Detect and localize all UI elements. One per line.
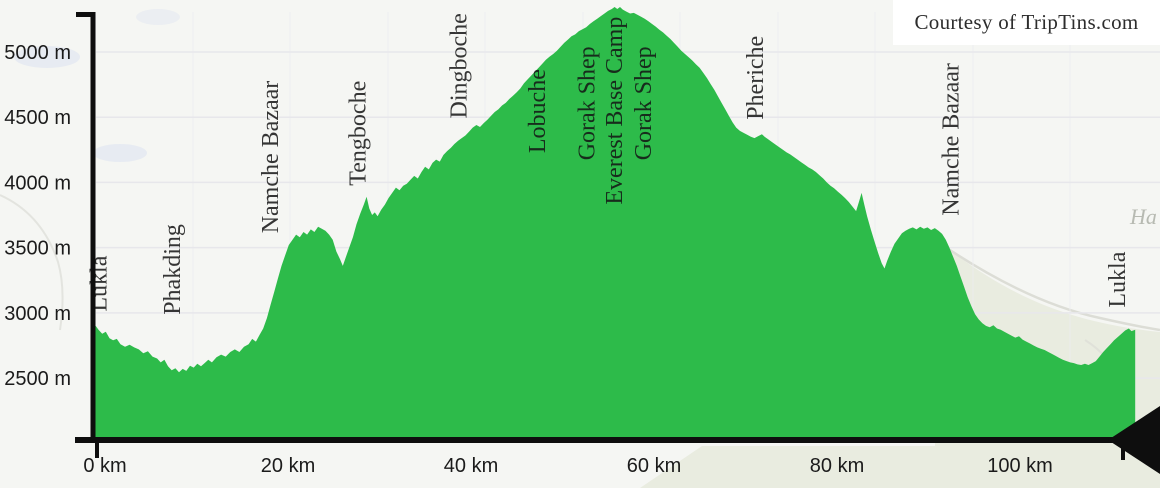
x-tick-label: 40 km bbox=[444, 455, 498, 477]
waypoint-label: Namche Bazaar bbox=[258, 81, 284, 234]
y-tick-label: 3500 m bbox=[4, 238, 71, 260]
waypoint-label: Gorak Shep bbox=[574, 46, 600, 160]
axis-end-arrow-icon bbox=[1108, 406, 1160, 474]
y-tick-label: 3000 m bbox=[4, 303, 71, 325]
watermark-text: Courtesy of TripTins.com bbox=[914, 10, 1139, 34]
waypoint-label: Lobuche bbox=[525, 69, 551, 153]
x-tick-label: 0 km bbox=[83, 455, 126, 477]
map-placename-text: Ha bbox=[1129, 204, 1157, 229]
waypoint-label: Everest Base Camp bbox=[602, 17, 628, 205]
waypoint-label: Namche Bazaar bbox=[939, 63, 965, 216]
x-tick-label: 100 km bbox=[987, 455, 1053, 477]
x-tick-label: 20 km bbox=[261, 455, 315, 477]
waypoint-label: Tengboche bbox=[346, 81, 372, 186]
y-tick-label: 4500 m bbox=[4, 107, 71, 129]
waypoint-label: Pheriche bbox=[743, 36, 769, 120]
elevation-area bbox=[93, 7, 1136, 440]
x-tick-label: 80 km bbox=[810, 455, 864, 477]
map-lake-shape bbox=[93, 144, 147, 162]
map-lake-shape bbox=[136, 9, 180, 25]
map-road-line bbox=[0, 194, 64, 331]
waypoint-label: Lukla bbox=[1105, 251, 1131, 307]
waypoint-label: Dingboche bbox=[446, 13, 472, 118]
map-lake-shape bbox=[14, 46, 80, 68]
waypoint-label: Gorak Shep bbox=[631, 46, 657, 160]
map-terrain-region bbox=[640, 446, 1160, 488]
y-tick-label: 5000 m bbox=[4, 42, 71, 64]
y-tick-label: 4000 m bbox=[4, 172, 71, 194]
watermark-badge: Courtesy of TripTins.com bbox=[893, 0, 1160, 45]
x-tick-label: 60 km bbox=[627, 455, 681, 477]
y-tick-label: 2500 m bbox=[4, 368, 71, 390]
waypoint-label: Phakding bbox=[160, 224, 186, 315]
